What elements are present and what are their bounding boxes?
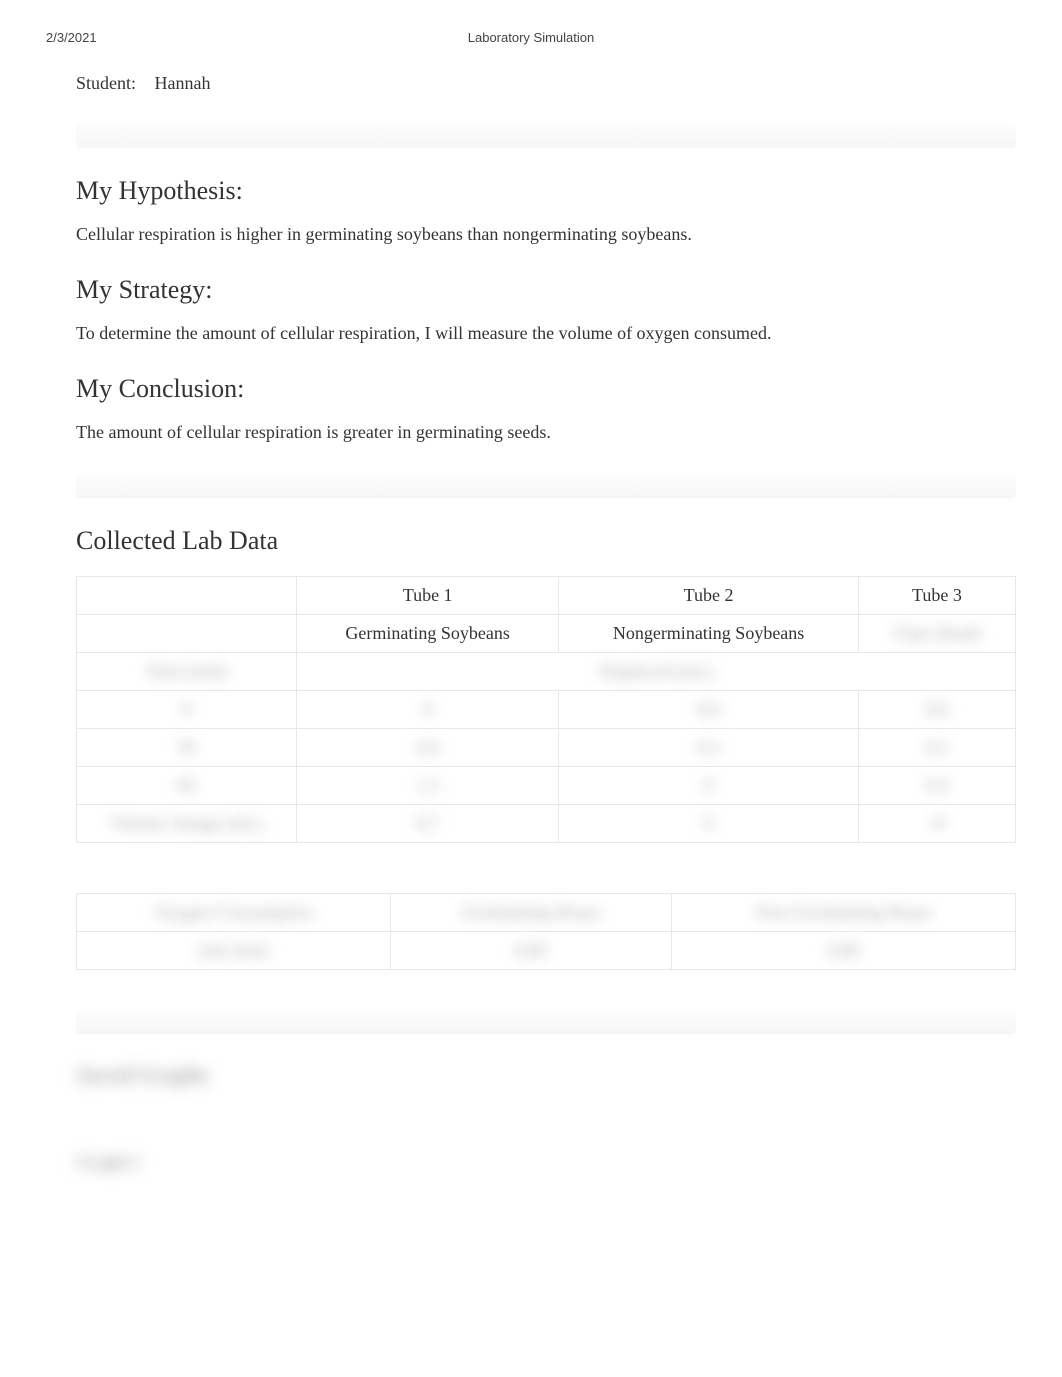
table-row: Tube 1 Tube 2 Tube 3 bbox=[77, 576, 1016, 614]
hypothesis-text: Cellular respiration is higher in germin… bbox=[76, 222, 1016, 247]
header-date: 2/3/2021 bbox=[46, 30, 97, 45]
labdata-title: Collected Lab Data bbox=[76, 526, 1016, 556]
conclusion-title: My Conclusion: bbox=[76, 374, 1016, 404]
table-cell: 0.0 bbox=[858, 690, 1015, 728]
table-cell bbox=[77, 576, 297, 614]
table-cell: 30 bbox=[77, 728, 297, 766]
table-cell: Volume change (mL) bbox=[77, 804, 297, 842]
graph-1-label: Graph 1 bbox=[76, 1152, 1016, 1173]
table-cell bbox=[77, 614, 297, 652]
table-cell: 0 bbox=[297, 690, 559, 728]
table-cell: Tube 2 bbox=[559, 576, 859, 614]
table-cell: Time (min) bbox=[77, 652, 297, 690]
table-cell: Tube 3 bbox=[858, 576, 1015, 614]
divider bbox=[76, 1010, 1016, 1034]
table-cell-blurred: Glass Beads bbox=[858, 614, 1015, 652]
table-cell: 0.7 bbox=[297, 804, 559, 842]
table-row-blurred: 30 0.6 0.2 0.2 bbox=[77, 728, 1016, 766]
strategy-text: To determine the amount of cellular resp… bbox=[76, 321, 1016, 346]
table-cell: -0 bbox=[858, 804, 1015, 842]
table-cell: 1.3 bbox=[297, 766, 559, 804]
header-title: Laboratory Simulation bbox=[468, 30, 594, 45]
table-cell: 0.6 bbox=[297, 728, 559, 766]
table-cell: 60 bbox=[77, 766, 297, 804]
table-cell: Non-Germinating Beans bbox=[671, 893, 1015, 931]
table-row-blurred: Time (min) Displaced (mL) bbox=[77, 652, 1016, 690]
table-row-blurred: Volume change (mL) 0.7 0 -0 bbox=[77, 804, 1016, 842]
table-cell: 0.2 bbox=[858, 728, 1015, 766]
student-label: Student: bbox=[76, 73, 136, 93]
table-cell: Nongerminating Soybeans bbox=[559, 614, 859, 652]
strategy-title: My Strategy: bbox=[76, 275, 1016, 305]
conclusion-text: The amount of cellular respiration is gr… bbox=[76, 420, 1016, 445]
table-cell: 0.00 bbox=[390, 931, 671, 969]
table-cell: 0 bbox=[77, 690, 297, 728]
student-line: Student: Hannah bbox=[76, 73, 1016, 94]
table-cell: Displaced (mL) bbox=[297, 652, 1016, 690]
table-cell: Germinating Beans bbox=[390, 893, 671, 931]
labdata-table-2: Oxygen Consumption Germinating Beans Non… bbox=[76, 893, 1016, 970]
table-cell: 0.0 bbox=[559, 690, 859, 728]
table-row: Germinating Soybeans Nongerminating Soyb… bbox=[77, 614, 1016, 652]
table-row-blurred: 0 0 0.0 0.0 bbox=[77, 690, 1016, 728]
table-row-blurred: (mL/min) 0.00 0.00 bbox=[77, 931, 1016, 969]
labdata-table-1: Tube 1 Tube 2 Tube 3 Germinating Soybean… bbox=[76, 576, 1016, 843]
divider bbox=[76, 474, 1016, 498]
table-row-blurred: 60 1.3 0 0.4 bbox=[77, 766, 1016, 804]
saved-graphs-title: Saved Graphs bbox=[76, 1062, 1016, 1088]
table-cell: 0 bbox=[559, 804, 859, 842]
table-row-blurred: Oxygen Consumption Germinating Beans Non… bbox=[77, 893, 1016, 931]
table-cell: 0.00 bbox=[671, 931, 1015, 969]
divider bbox=[76, 124, 1016, 148]
table-cell: 0.4 bbox=[858, 766, 1015, 804]
student-name: Hannah bbox=[155, 73, 211, 93]
table-cell: Oxygen Consumption bbox=[77, 893, 391, 931]
table-cell: 0.2 bbox=[559, 728, 859, 766]
table-cell: Tube 1 bbox=[297, 576, 559, 614]
hypothesis-title: My Hypothesis: bbox=[76, 176, 1016, 206]
table-cell: Germinating Soybeans bbox=[297, 614, 559, 652]
table-cell: 0 bbox=[559, 766, 859, 804]
table-cell: (mL/min) bbox=[77, 931, 391, 969]
